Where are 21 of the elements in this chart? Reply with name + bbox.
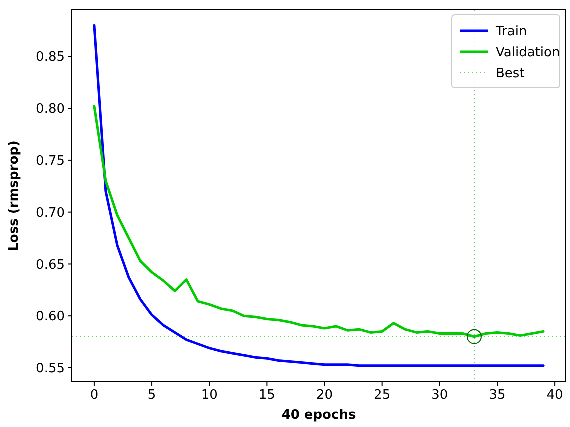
y-tick-label: 0.65: [36, 258, 65, 273]
legend-label: Train: [495, 24, 528, 40]
y-tick-label: 0.85: [36, 50, 65, 66]
x-tick-label: 20: [316, 388, 334, 403]
y-tick-label: 0.80: [36, 102, 65, 118]
legend-label: Validation: [496, 46, 560, 61]
x-axis-title: 40 epochs: [282, 408, 356, 423]
x-tick-label: 10: [201, 388, 218, 403]
x-tick-label: 35: [489, 388, 506, 403]
y-tick-label: 0.60: [36, 310, 65, 325]
x-tick-label: 0: [90, 388, 99, 403]
y-axis-title: Loss (rmsprop): [7, 140, 22, 252]
y-tick-label: 0.75: [36, 154, 65, 170]
y-tick-label: 0.55: [36, 362, 65, 377]
y-tick-label: 0.70: [36, 206, 65, 221]
x-tick-label: 30: [432, 388, 448, 403]
ref-line-label: Best: [496, 66, 525, 82]
x-tick-label: 40: [546, 388, 564, 403]
x-tick-label: 25: [374, 388, 391, 403]
x-tick-label: 5: [148, 388, 156, 403]
x-tick-label: 15: [258, 388, 276, 403]
